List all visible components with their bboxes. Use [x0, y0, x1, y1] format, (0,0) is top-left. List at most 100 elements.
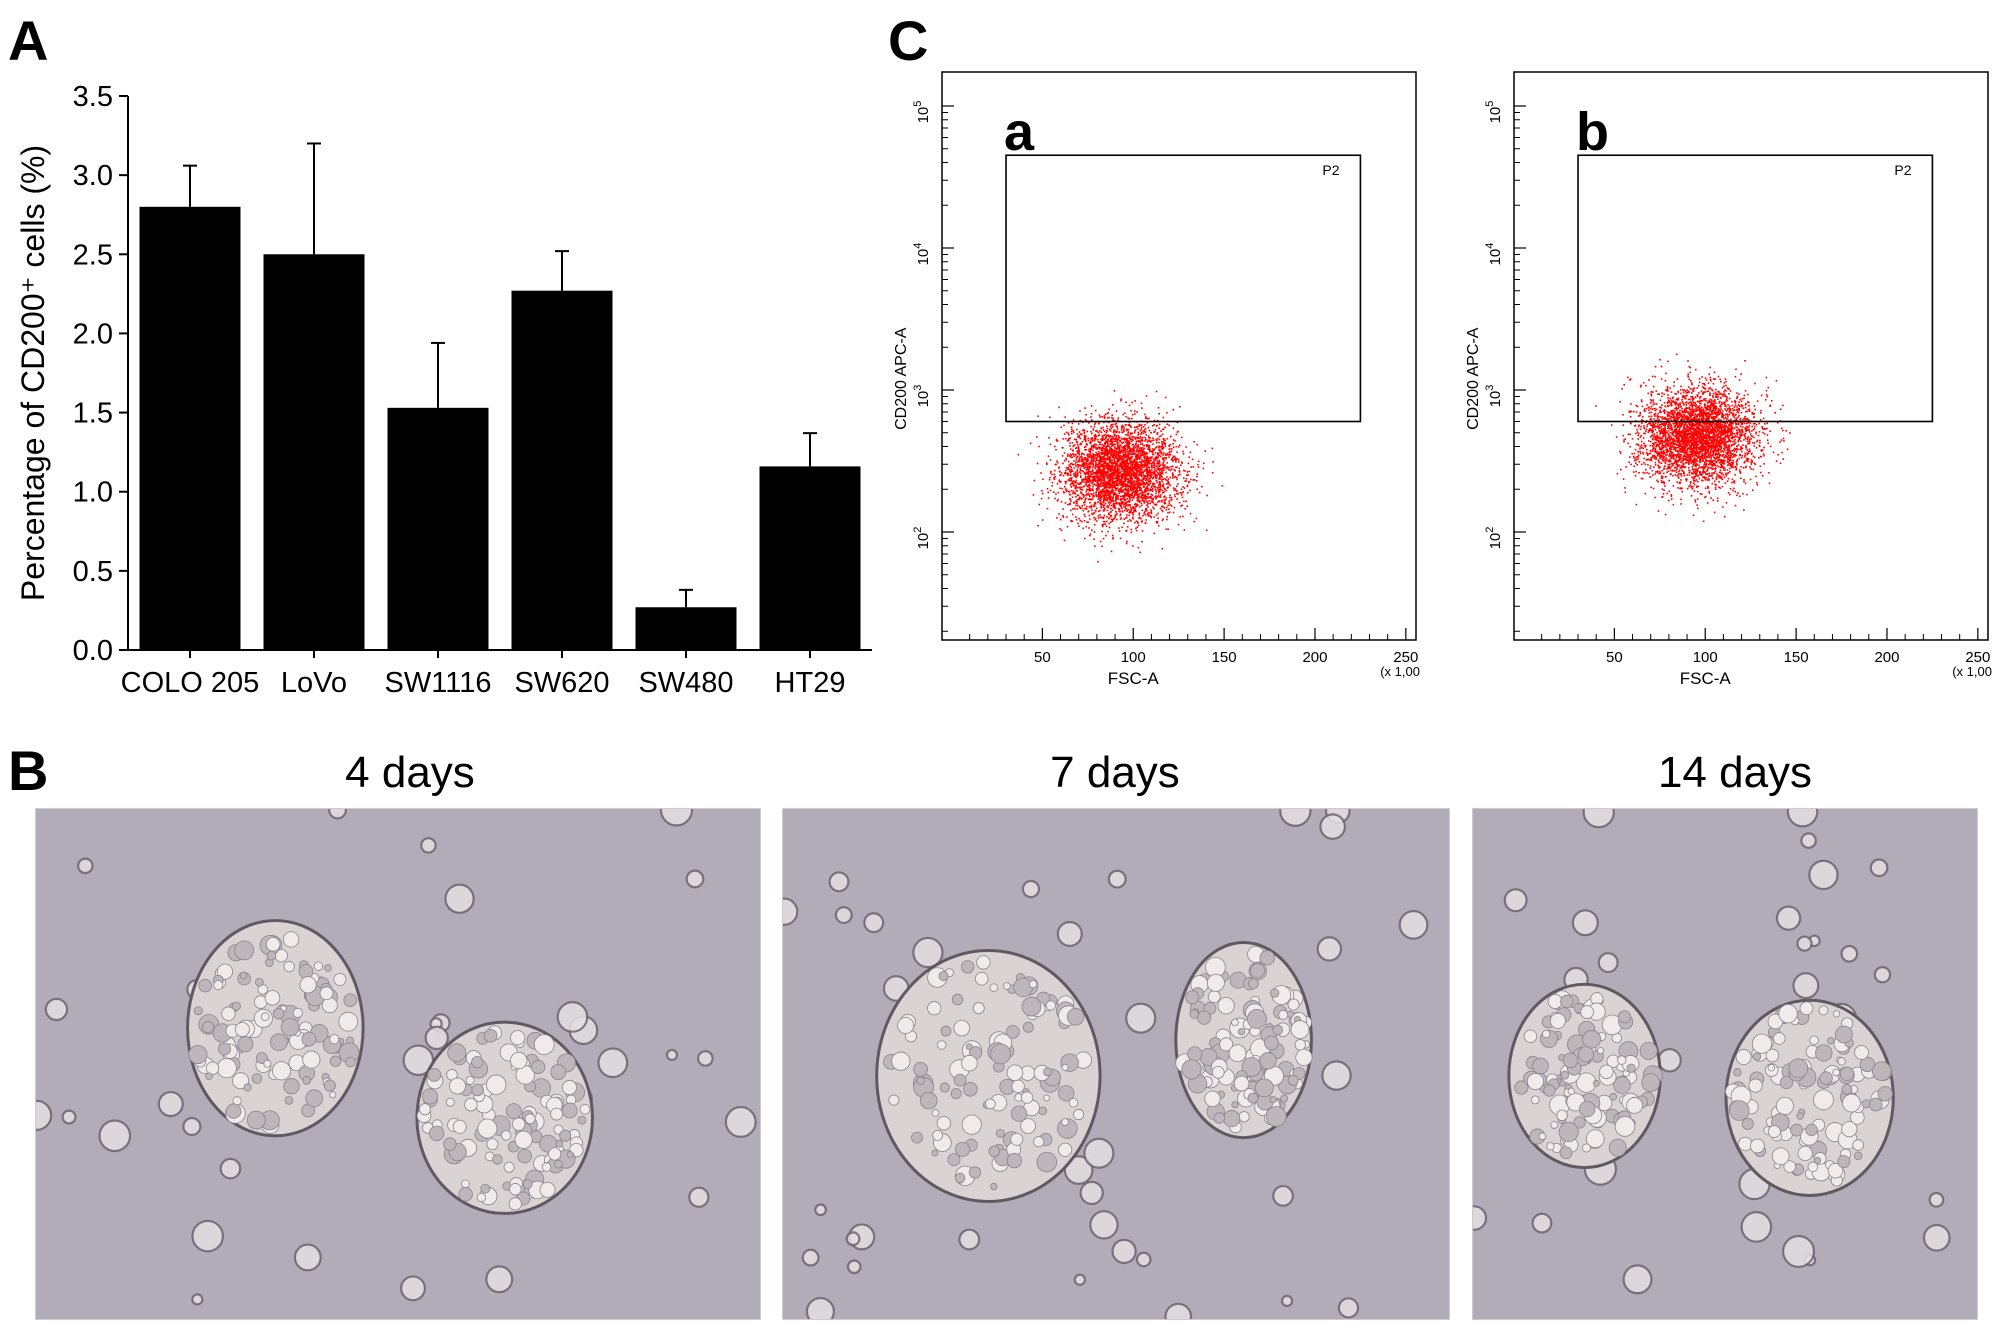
x-axis-unit: (x 1,000) [1380, 664, 1420, 679]
x-tick-label: 200 [1302, 649, 1327, 666]
single-cell [1319, 813, 1347, 840]
x-tick-label: SW480 [638, 667, 733, 699]
x-tick-label: 50 [1606, 649, 1623, 666]
y-tick-label: 105 [1484, 101, 1504, 124]
bar [511, 290, 613, 650]
y-tick-label: 3.5 [73, 81, 113, 113]
plot-frame [1513, 71, 1989, 641]
x-tick-label: LoVo [281, 667, 347, 699]
y-tick-label: 102 [912, 527, 932, 550]
single-cell [834, 906, 853, 925]
single-cell [98, 1119, 132, 1153]
single-cell [1597, 952, 1619, 974]
plot-frame [941, 71, 1417, 641]
single-cell [846, 1259, 862, 1275]
single-cell [1321, 1060, 1352, 1091]
single-cell [1531, 1212, 1553, 1234]
single-cell [444, 883, 475, 914]
single-cell [1503, 888, 1528, 913]
single-cell [36, 1099, 53, 1131]
flow-plot-b: 102 103 104 105 50 100 150 200 250 FSC-A (x 1,000)… [1465, 71, 1992, 688]
day-label-4: 4 days [345, 748, 475, 797]
spheroid-texture [1175, 945, 1313, 1134]
single-cell [1786, 809, 1819, 828]
x-tick-label: 250 [1965, 649, 1990, 666]
y-tick-label: 1.5 [73, 398, 113, 430]
spheroid [1174, 940, 1313, 1140]
x-tick-label: SW1116 [385, 667, 492, 699]
flow-plot-a: 102 103 104 105 50 100 150 200 250 FSC-A (x 1,000)… [893, 71, 1420, 688]
single-cell [1111, 1238, 1137, 1265]
bar [759, 466, 861, 650]
single-cell [1279, 809, 1312, 827]
single-cell [1775, 905, 1802, 931]
single-cell [783, 897, 799, 926]
single-cell [77, 857, 94, 875]
single-cell [1840, 944, 1859, 963]
panel-letter-a: A [8, 9, 49, 72]
day-label-14: 14 days [1657, 748, 1813, 797]
single-cell [1740, 1211, 1773, 1243]
single-cell [828, 871, 850, 893]
single-cell [420, 837, 437, 854]
single-cell [1571, 909, 1599, 937]
single-cell [182, 1116, 202, 1137]
single-cell [556, 1001, 589, 1033]
single-cell [958, 1228, 981, 1251]
micrograph-background [36, 809, 760, 1319]
bar [263, 254, 365, 651]
x-tick-label: 250 [1393, 649, 1418, 666]
y-axis-label: Percentage of CD200⁺ cells (%) [15, 145, 51, 601]
single-cell [485, 1265, 514, 1294]
single-cell [61, 1109, 77, 1125]
single-cell [1792, 972, 1820, 1000]
x-tick-label: HT29 [775, 667, 846, 699]
single-cell [1021, 879, 1041, 899]
single-cell [659, 809, 694, 827]
single-cell [845, 1231, 861, 1247]
scatter-points [1017, 390, 1224, 563]
single-cell [219, 1157, 242, 1180]
bar [139, 206, 241, 651]
y-axis-label: CD200 APC-A [893, 327, 910, 430]
y-tick-label: 0.0 [73, 635, 113, 667]
spheroid-texture [188, 931, 360, 1134]
single-cell [1073, 1273, 1087, 1286]
single-cell [1582, 809, 1615, 829]
x-tick-label: 100 [1693, 649, 1718, 666]
x-axis-label: FSC-A [1680, 669, 1732, 688]
gate-label: P2 [1894, 162, 1911, 178]
y-tick-label: 102 [1484, 527, 1504, 550]
spheroid-texture [1725, 1001, 1893, 1187]
panel-letter-b: B [8, 739, 49, 802]
y-tick-label: 3.0 [73, 160, 113, 192]
y-tick-label: 1.0 [73, 477, 113, 509]
single-cell [328, 809, 348, 820]
single-cell [696, 1050, 714, 1067]
single-cell [293, 1243, 322, 1272]
spheroid [875, 948, 1102, 1203]
scatter-points [1595, 353, 1791, 523]
single-cell [597, 1047, 629, 1079]
single-cell [814, 1203, 828, 1217]
single-cell [1079, 1180, 1104, 1206]
y-tick-label: 105 [912, 101, 932, 124]
single-cell [1125, 1002, 1157, 1034]
single-cell [801, 1248, 820, 1267]
y-tick-label: 2.5 [73, 239, 113, 271]
single-cell [1083, 1137, 1115, 1169]
panel-letter-c: C [888, 9, 929, 72]
y-tick-label: 103 [912, 385, 932, 408]
x-tick-label: 50 [1034, 649, 1051, 666]
y-tick-label: 104 [1484, 243, 1504, 266]
single-cell [724, 1105, 757, 1138]
single-cell [863, 912, 885, 934]
spheroid-texture [883, 955, 1092, 1191]
single-cell [157, 1090, 184, 1118]
single-cell [1164, 1302, 1193, 1319]
single-cell [191, 1293, 204, 1306]
y-tick-label: 104 [912, 243, 932, 266]
single-cell [1800, 832, 1817, 849]
single-cell [1135, 1251, 1152, 1268]
single-cell [424, 1025, 449, 1051]
